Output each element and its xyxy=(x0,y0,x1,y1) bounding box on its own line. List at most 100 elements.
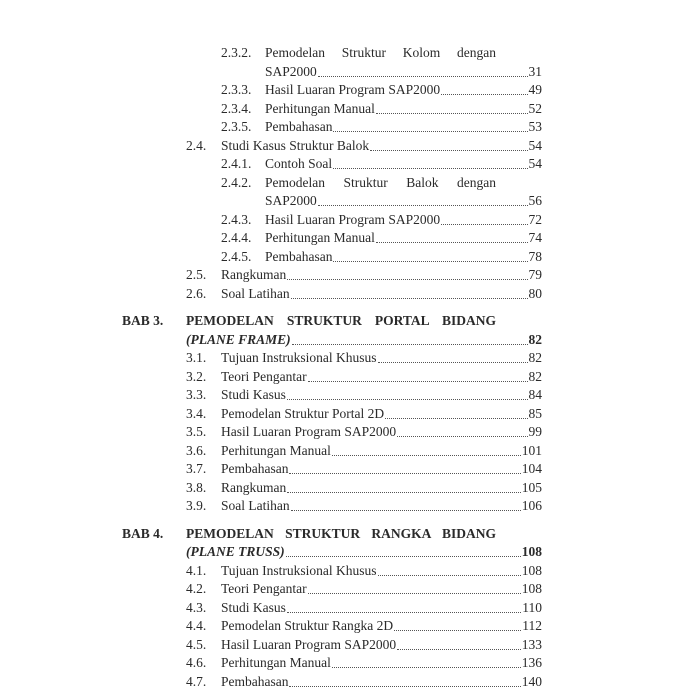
chapter-number: BAB 3. xyxy=(122,313,164,328)
section-number: 2.3.4. xyxy=(221,100,252,116)
toc-line: (PLANE FRAME) 82 xyxy=(0,331,700,349)
toc-line: 4.2. Teori Pengantar 108 xyxy=(0,580,700,598)
toc-leader: Perhitungan Manual 74 xyxy=(265,229,542,247)
toc-page-number: 140 xyxy=(521,673,542,689)
toc-line: BAB 4. PEMODELAN STRUKTUR RANGKA BIDANG xyxy=(0,525,700,543)
toc-line: 2.4.5. Pembahasan 78 xyxy=(0,248,700,266)
toc-line: 3.7. Pembahasan 104 xyxy=(0,460,700,478)
section-title-continued: SAP2000 xyxy=(265,193,317,208)
toc-page-number: 49 xyxy=(528,82,543,97)
toc-line: 4.3. Studi Kasus 110 xyxy=(0,599,700,617)
toc-page-number: 136 xyxy=(521,655,542,670)
toc-line: 2.4.2. Pemodelan Struktur Balok dengan xyxy=(0,174,700,192)
toc-line: SAP2000 56 xyxy=(0,192,700,210)
toc-line: 3.8. Rangkuman 105 xyxy=(0,479,700,497)
section-number: 3.2. xyxy=(186,368,207,384)
toc-line: 2.4. Studi Kasus Struktur Balok 54 xyxy=(0,137,700,155)
toc-leader: (PLANE TRUSS) 108 xyxy=(186,543,542,561)
section-number: 3.7. xyxy=(186,461,207,476)
dot-leader xyxy=(377,574,521,576)
section-title-continued: SAP2000 xyxy=(265,63,317,79)
toc-page-number: 82 xyxy=(528,350,543,365)
toc-title: Studi Kasus xyxy=(221,387,286,402)
toc-title: Rangkuman xyxy=(221,479,287,495)
toc-leader: Studi Kasus Struktur Balok 54 xyxy=(221,137,542,155)
dot-leader xyxy=(289,473,521,474)
toc-title: Perhitungan Manual xyxy=(221,442,331,458)
dot-leader xyxy=(331,454,521,456)
toc-leader: Studi Kasus 110 xyxy=(221,599,542,617)
dot-leader xyxy=(317,205,528,206)
section-number: 3.3. xyxy=(186,387,207,402)
toc-leader: Teori Pengantar 82 xyxy=(221,368,542,386)
toc-title: Hasil Luaran Program SAP2000 xyxy=(265,82,441,97)
toc-page-number: 78 xyxy=(528,248,543,264)
section-number: 3.5. xyxy=(186,424,207,439)
toc-page-number: 84 xyxy=(528,387,543,402)
dot-leader xyxy=(290,510,521,511)
toc-leader: Pemodelan Struktur Portal 2D 85 xyxy=(221,405,542,423)
toc-page-number: 31 xyxy=(528,63,543,79)
toc-line: 2.4.4. Perhitungan Manual 74 xyxy=(0,229,700,247)
toc-title: Studi Kasus xyxy=(221,599,286,615)
toc-title: Teori Pengantar xyxy=(221,368,307,384)
toc-page-number: 82 xyxy=(528,368,543,384)
section-number: 4.7. xyxy=(186,673,207,689)
toc-leader: Perhitungan Manual 52 xyxy=(265,100,542,118)
toc-leader: Pembahasan 140 xyxy=(221,673,542,691)
dot-leader xyxy=(377,362,528,363)
toc-title: Pembahasan xyxy=(265,248,333,264)
section-number: 4.4. xyxy=(186,618,207,633)
toc-leader: Pembahasan 78 xyxy=(265,248,542,266)
toc-line: 2.4.1. Contoh Soal 54 xyxy=(0,155,700,173)
toc-line: 2.5. Rangkuman 79 xyxy=(0,266,700,284)
toc-page-number: 80 xyxy=(528,285,543,301)
toc-page-number: 108 xyxy=(521,581,542,596)
dot-leader xyxy=(394,630,522,631)
dot-leader xyxy=(286,399,528,400)
section-number: 4.3. xyxy=(186,599,207,615)
toc-leader: Pembahasan 53 xyxy=(265,118,542,136)
toc-line: 2.3.4. Perhitungan Manual 52 xyxy=(0,100,700,118)
dot-leader xyxy=(287,491,521,493)
toc-title: Perhitungan Manual xyxy=(265,230,375,245)
toc-line: 3.1. Tujuan Instruksional Khusus 82 xyxy=(0,349,700,367)
dot-leader xyxy=(317,75,528,77)
toc-page-number: 53 xyxy=(528,119,543,134)
toc-leader: Hasil Luaran Program SAP2000 72 xyxy=(265,211,542,229)
dot-leader xyxy=(333,168,528,169)
toc-leader: Hasil Luaran Program SAP2000 99 xyxy=(221,423,542,441)
toc-page-number: 112 xyxy=(522,618,542,633)
toc-line: 2.3.3. Hasil Luaran Program SAP2000 49 xyxy=(0,81,700,99)
toc-line: 2.3.2. Pemodelan Struktur Kolom dengan xyxy=(0,44,700,62)
dot-leader xyxy=(397,648,521,650)
toc-title: Tujuan Instruksional Khusus xyxy=(221,562,377,578)
toc-line: (PLANE TRUSS) 108 xyxy=(0,543,700,561)
toc-title: Teori Pengantar xyxy=(221,581,307,596)
toc-page-number: 99 xyxy=(528,424,543,439)
dot-leader xyxy=(370,149,528,151)
section-number: 2.3.5. xyxy=(221,119,252,134)
toc-page-number: 72 xyxy=(528,211,543,227)
section-number: 2.4.2. xyxy=(221,174,252,190)
toc-page-number: 110 xyxy=(522,599,542,615)
dot-leader xyxy=(333,131,528,132)
section-number: 2.5. xyxy=(186,267,207,282)
section-number: 3.9. xyxy=(186,498,207,513)
toc-leader: Pembahasan 104 xyxy=(221,460,542,478)
toc-line: 3.5. Hasil Luaran Program SAP2000 99 xyxy=(0,423,700,441)
section-number: 3.6. xyxy=(186,442,207,458)
toc-title: Pembahasan xyxy=(221,673,289,689)
toc-title: Pembahasan xyxy=(265,119,333,134)
toc-page-number: 106 xyxy=(521,498,542,513)
section-number: 3.4. xyxy=(186,405,207,421)
section-number: 4.2. xyxy=(186,581,207,596)
chapter-title: PEMODELAN STRUKTUR RANGKA BIDANG xyxy=(186,525,496,541)
toc-leader: Rangkuman 79 xyxy=(221,266,542,284)
toc-title: Soal Latihan xyxy=(221,285,290,301)
toc-title: Rangkuman xyxy=(221,267,287,282)
toc-line: 3.4. Pemodelan Struktur Portal 2D 85 xyxy=(0,405,700,423)
toc-title: Soal Latihan xyxy=(221,498,290,513)
section-number: 4.1. xyxy=(186,562,207,578)
dot-leader xyxy=(289,685,521,687)
